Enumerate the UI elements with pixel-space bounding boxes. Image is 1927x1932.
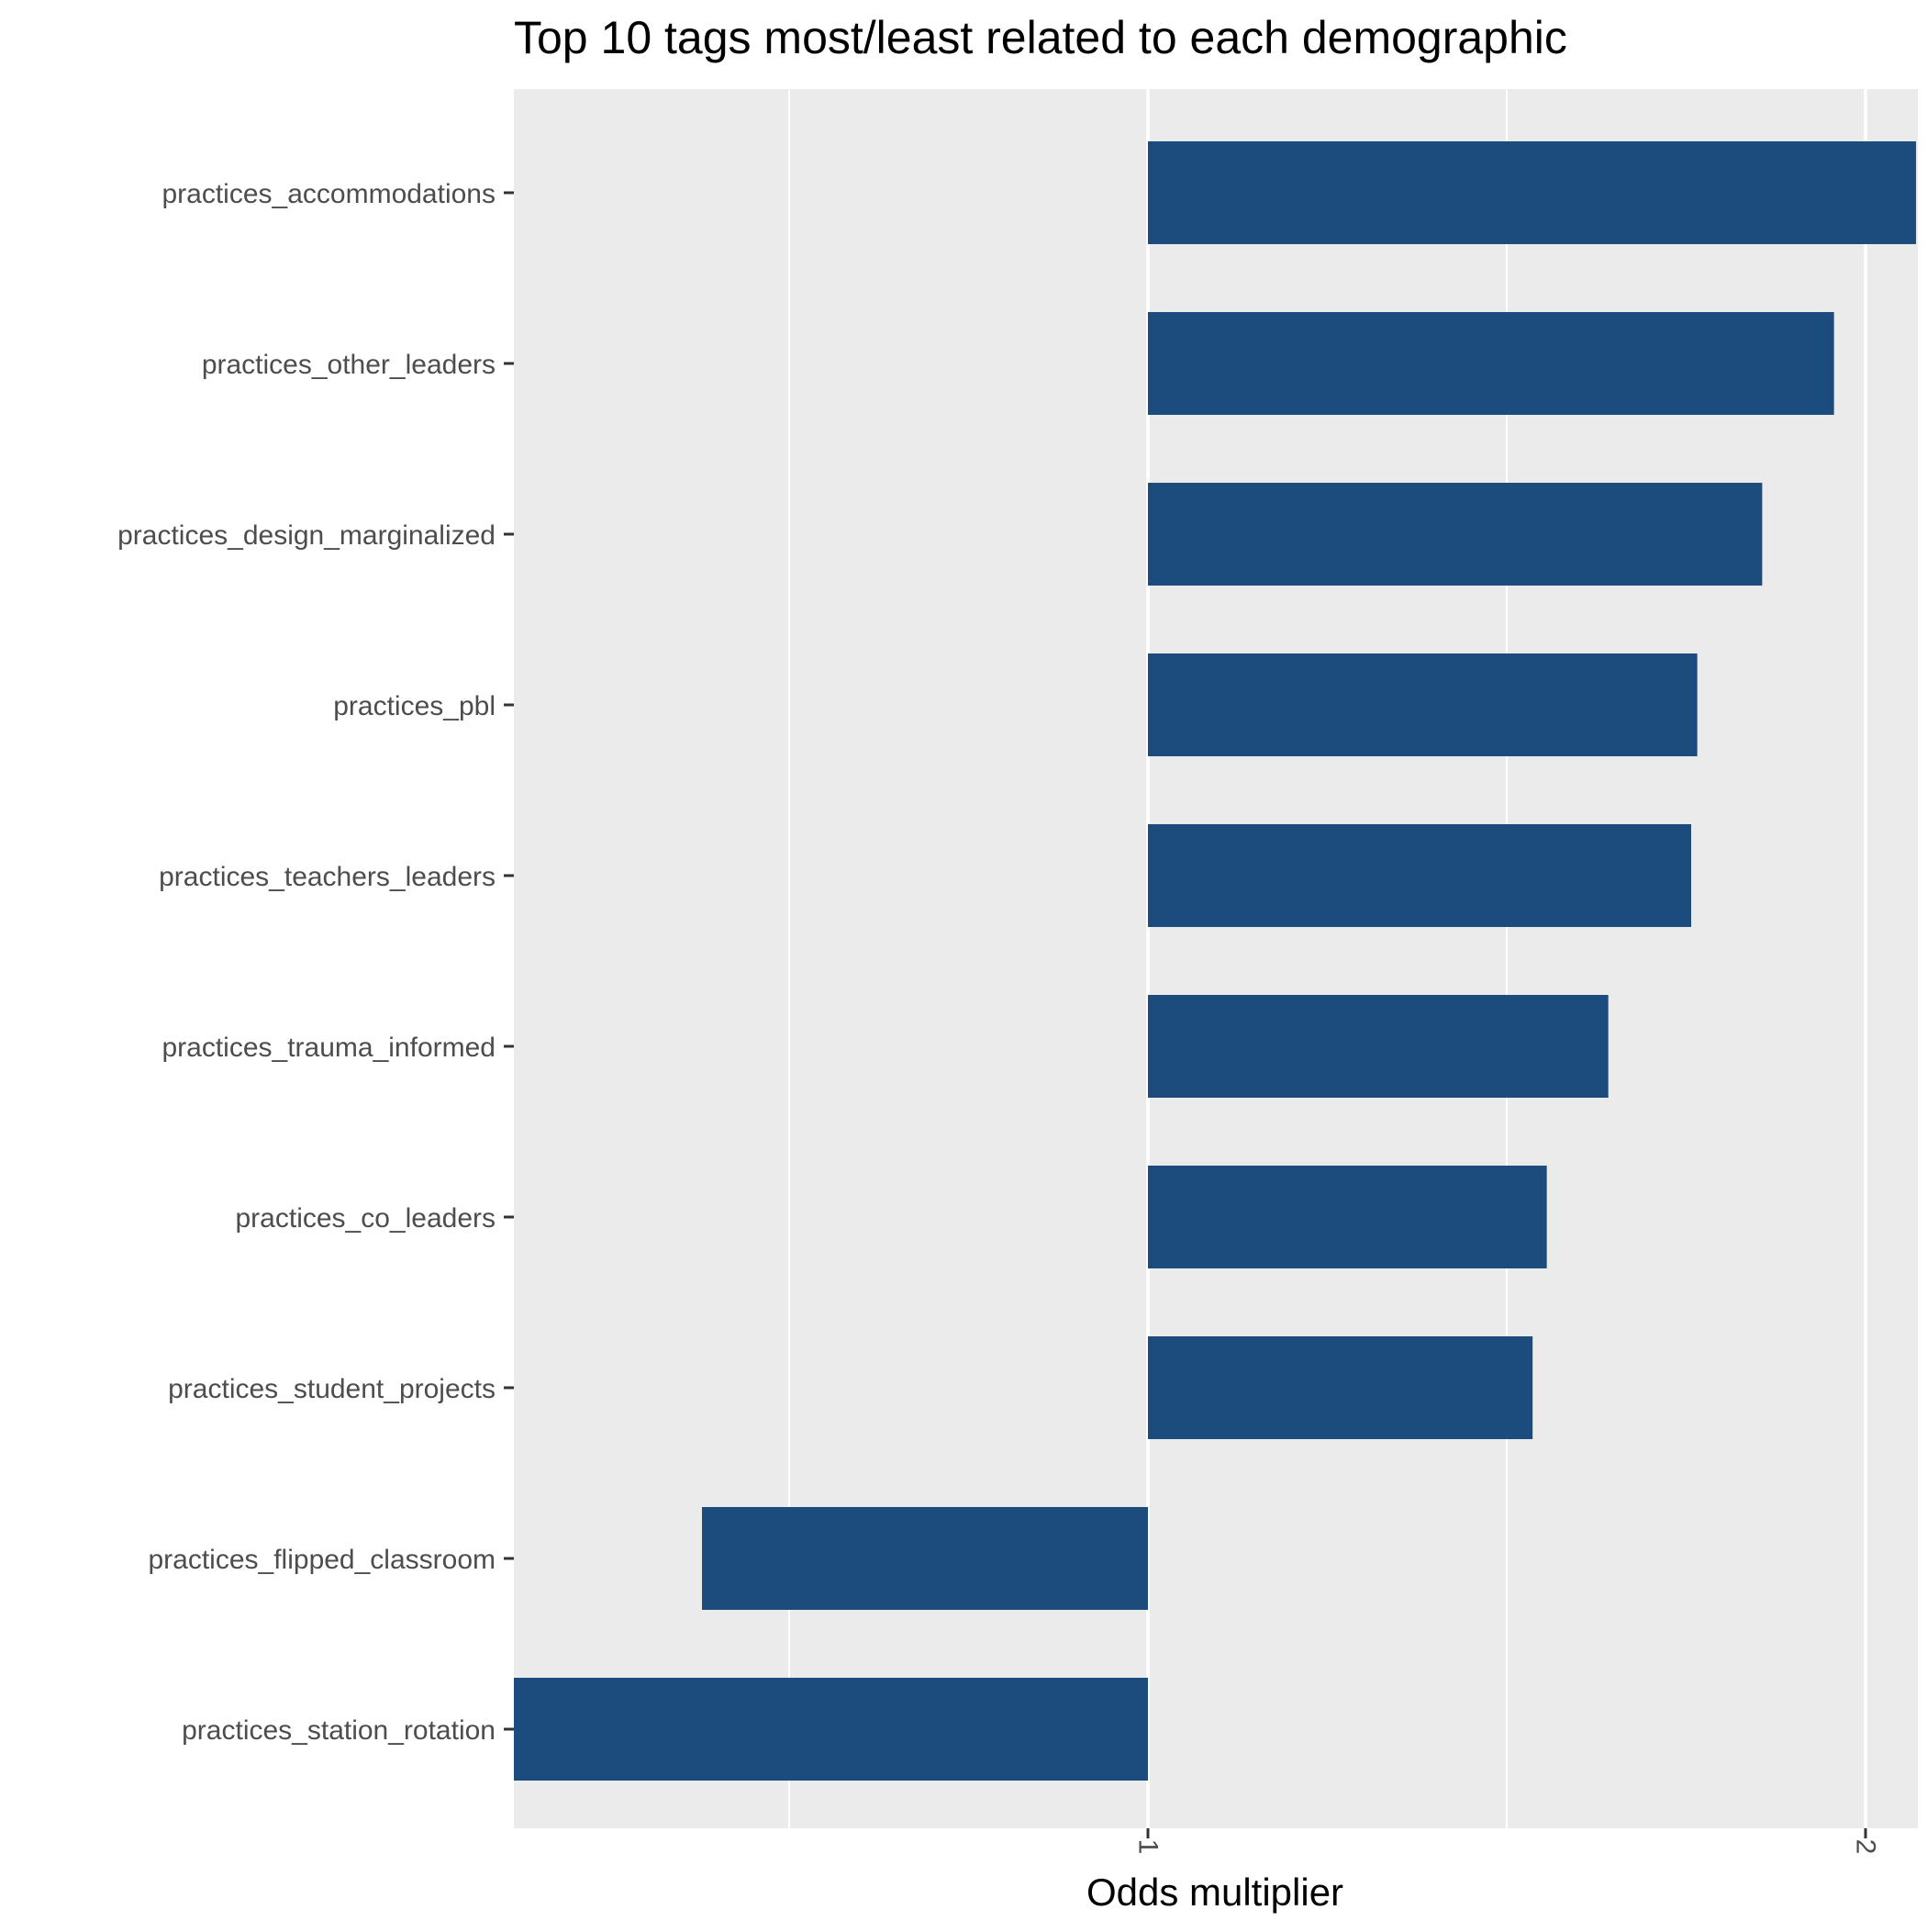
bars xyxy=(514,141,1917,1781)
y-axis: practices_accommodations practices_other_… xyxy=(117,179,514,1746)
x-tick-label: 2 xyxy=(1851,1839,1881,1855)
y-tick-label: practices_teachers_leaders xyxy=(159,862,496,892)
bar-practices-station-rotation xyxy=(514,1678,1148,1781)
y-tick-label: practices_accommodations xyxy=(162,179,496,209)
y-tick-label: practices_co_leaders xyxy=(236,1203,496,1234)
y-tick-label: practices_other_leaders xyxy=(202,350,496,380)
bar-practices-other-leaders xyxy=(1148,312,1834,415)
bar-practices-trauma-informed xyxy=(1148,995,1609,1098)
x-axis-title: Odds multiplier xyxy=(1086,1871,1343,1914)
y-tick-label: practices_trauma_informed xyxy=(162,1033,496,1063)
bar-practices-teachers-leaders xyxy=(1148,824,1691,927)
bar-practices-co-leaders xyxy=(1148,1166,1547,1268)
bar-practices-accommodations xyxy=(1148,141,1917,244)
y-tick-label: practices_design_marginalized xyxy=(117,520,496,551)
bar-practices-pbl xyxy=(1148,653,1698,756)
bar-practices-design-marginalized xyxy=(1148,483,1763,586)
bar-practices-student-projects xyxy=(1148,1336,1533,1439)
chart-title: Top 10 tags most/least related to each d… xyxy=(514,12,1567,63)
y-tick-label: practices_pbl xyxy=(333,691,496,721)
y-tick-label: practices_student_projects xyxy=(168,1374,496,1404)
y-tick-label: practices_station_rotation xyxy=(182,1715,496,1746)
y-tick-label: practices_flipped_classroom xyxy=(148,1545,496,1575)
bar-practices-flipped-classroom xyxy=(701,1507,1148,1610)
x-tick-label: 1 xyxy=(1133,1839,1164,1855)
